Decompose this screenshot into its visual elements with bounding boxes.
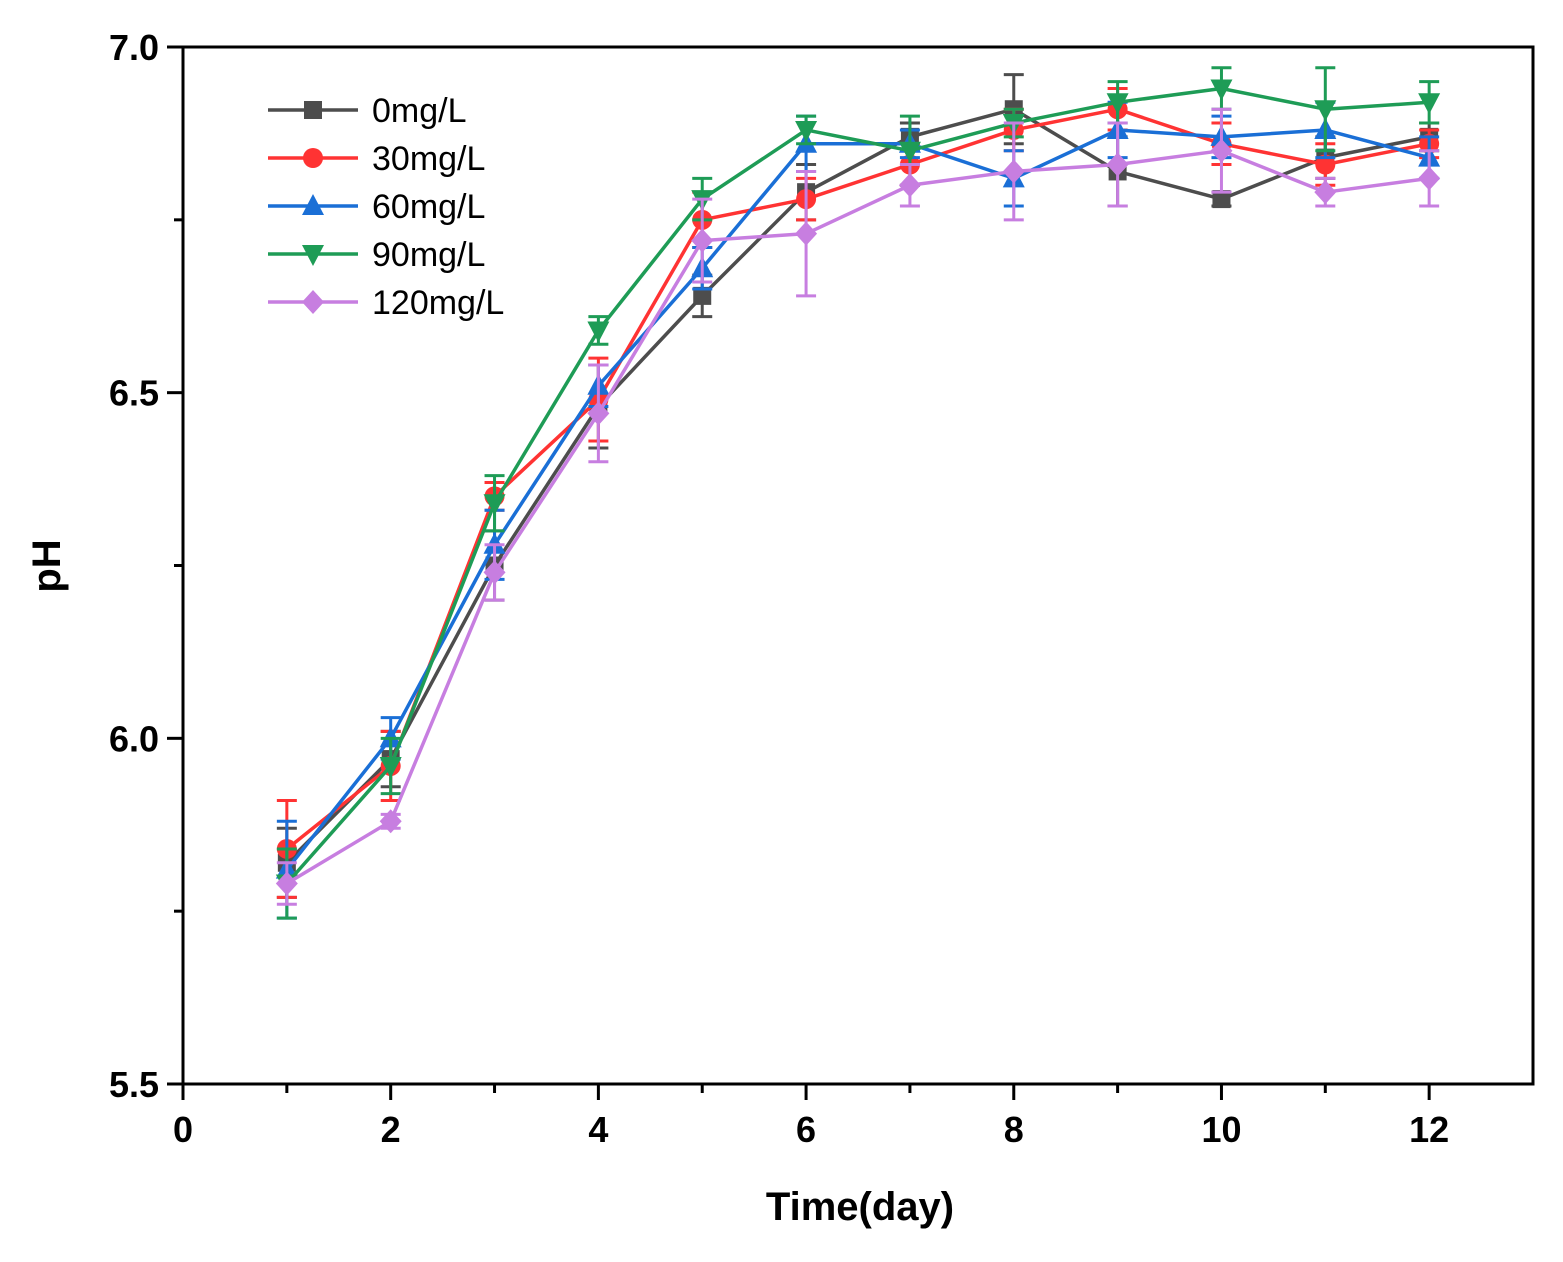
data-point <box>1212 190 1231 209</box>
legend-label: 60mg/L <box>372 188 485 226</box>
x-tick-label: 2 <box>381 1109 401 1150</box>
data-point <box>795 221 818 246</box>
data-point <box>1314 100 1337 122</box>
y-tick-label: 5.5 <box>109 1064 159 1105</box>
legend-marker <box>303 148 323 168</box>
data-point <box>1315 154 1336 175</box>
legend: 0mg/L 30mg/L 60mg/L 90mg/L 120mg/L <box>268 92 504 322</box>
data-point <box>275 871 298 896</box>
legend-item: 0mg/L <box>268 92 467 130</box>
legend-label: 90mg/L <box>372 236 485 274</box>
x-tick-label: 10 <box>1201 1109 1241 1150</box>
legend-marker <box>304 101 322 119</box>
legend-marker <box>302 194 324 215</box>
x-tick-label: 6 <box>796 1109 816 1150</box>
data-point <box>1002 159 1025 184</box>
data-point <box>1210 79 1233 101</box>
legend-item: 60mg/L <box>268 188 485 226</box>
x-axis-title: Time(day) <box>766 1185 954 1229</box>
data-point <box>587 401 610 426</box>
series-line <box>285 128 1430 871</box>
data-point <box>795 120 818 142</box>
legend-label: 0mg/L <box>372 92 467 130</box>
legend-marker <box>302 290 324 314</box>
y-tick-label: 7.0 <box>109 27 159 68</box>
y-axis-title: pH <box>25 539 69 592</box>
data-point <box>1106 93 1129 115</box>
legend-item: 30mg/L <box>268 140 485 178</box>
data-point <box>898 173 921 198</box>
data-point <box>1418 93 1441 115</box>
series-120mg-l <box>275 107 1441 906</box>
data-point <box>483 494 506 516</box>
data-point <box>1418 166 1441 191</box>
series-line <box>285 107 1430 865</box>
legend-label: 120mg/L <box>372 284 504 322</box>
series-line <box>285 107 1430 851</box>
x-tick-label: 4 <box>588 1109 608 1150</box>
legend-label: 30mg/L <box>372 140 485 178</box>
legend-marker <box>302 245 324 266</box>
y-tick-label: 6.5 <box>109 373 159 414</box>
data-point <box>483 560 506 585</box>
x-tick-label: 12 <box>1409 1109 1449 1150</box>
y-tick-label: 6.0 <box>109 718 159 759</box>
x-tick-label: 0 <box>173 1109 193 1150</box>
series-line <box>285 86 1430 885</box>
series-group <box>275 66 1441 920</box>
data-point <box>587 321 610 343</box>
data-point <box>693 286 712 305</box>
x-tick-label: 8 <box>1004 1109 1024 1150</box>
data-point <box>379 809 402 834</box>
axes: 0 2 4 6 8 10 12 5.5 6.0 6.5 7.0 <box>109 27 1535 1150</box>
data-point <box>379 756 402 778</box>
data-point <box>1210 138 1233 163</box>
data-point <box>1314 180 1337 205</box>
data-point <box>691 228 714 253</box>
data-point <box>898 141 921 163</box>
series-line <box>285 148 1430 886</box>
legend-item: 90mg/L <box>268 236 485 274</box>
legend-item: 120mg/L <box>268 284 504 322</box>
data-point <box>1106 152 1129 177</box>
